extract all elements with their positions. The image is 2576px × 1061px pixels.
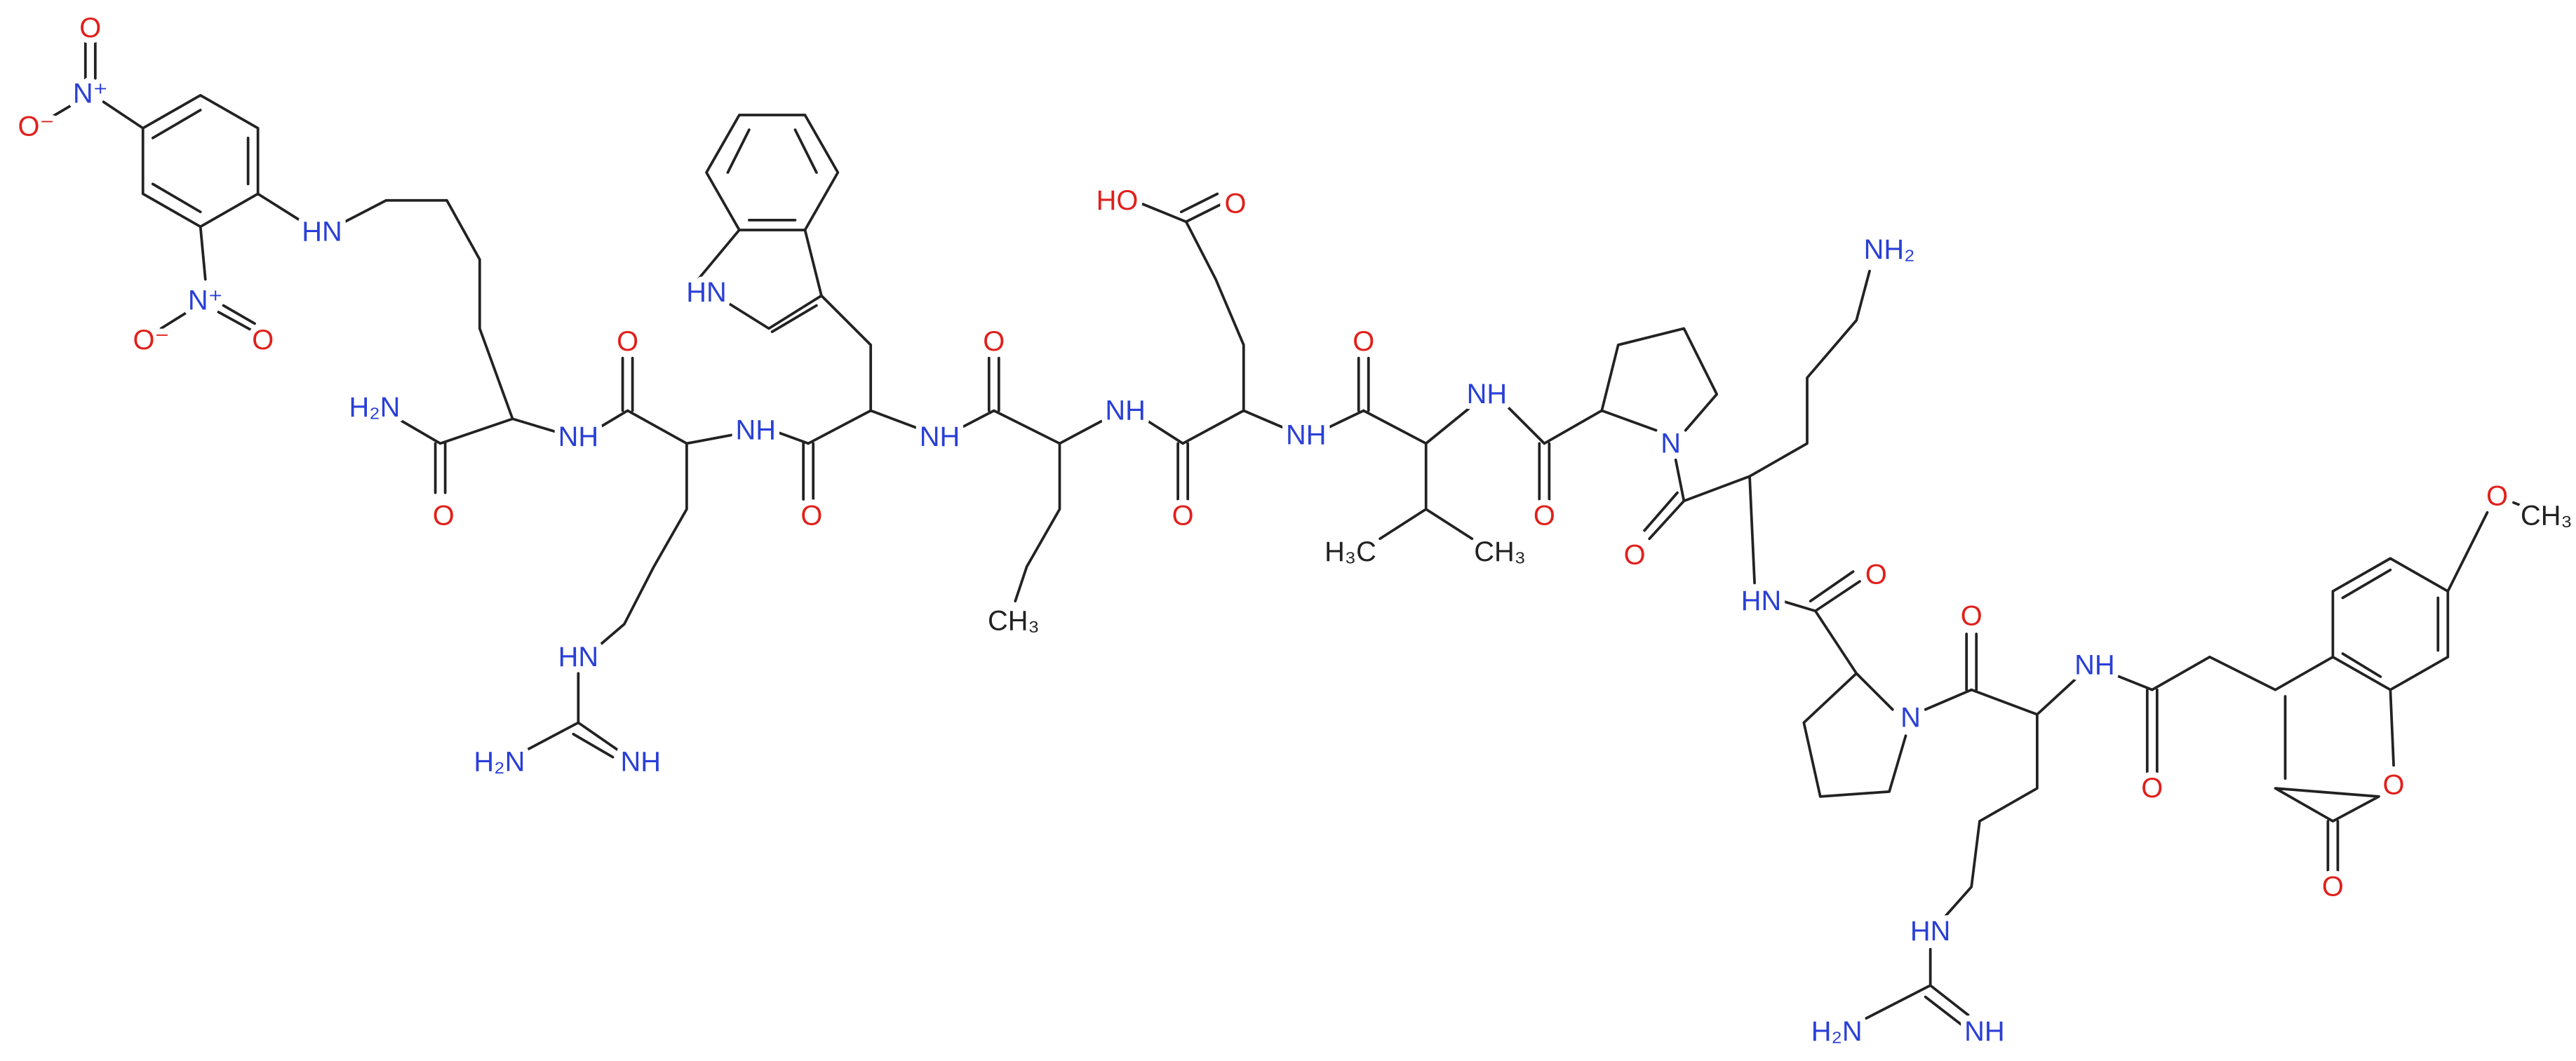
atom-label: CH₃ bbox=[2521, 500, 2572, 531]
atom-label: O⁻ bbox=[18, 111, 55, 142]
atom-label: HN bbox=[686, 277, 726, 308]
atom-label: O bbox=[617, 326, 638, 357]
atom-label: NH bbox=[1964, 1016, 2004, 1047]
atom-label: H₂N bbox=[349, 392, 400, 423]
atom-label: O bbox=[1624, 540, 1646, 571]
atom-label: NH bbox=[1105, 396, 1145, 426]
atom-label: HN bbox=[1741, 586, 1781, 616]
atom-label: N⁺ bbox=[188, 285, 223, 316]
atom-label: NH bbox=[558, 421, 598, 452]
atom-label: HN bbox=[558, 642, 598, 673]
atom-label: O bbox=[433, 500, 455, 531]
atom-label: O⁻ bbox=[133, 325, 169, 356]
atom-label: N bbox=[1900, 702, 1921, 733]
atom-label: HN bbox=[302, 216, 342, 247]
atom-label: CH₃ bbox=[1474, 536, 1526, 567]
atom-label: O bbox=[252, 325, 274, 356]
atom-label: O bbox=[800, 500, 822, 531]
atom-label: O bbox=[2322, 872, 2344, 903]
atom-label: N bbox=[1661, 428, 1681, 459]
atom-label: H₃C bbox=[1324, 536, 1376, 567]
atom-label: O bbox=[79, 13, 101, 43]
atom-label: NH bbox=[920, 421, 960, 452]
atom-label: NH bbox=[1467, 379, 1507, 410]
atom-label: NH bbox=[1286, 420, 1326, 451]
atom-label: NH bbox=[736, 415, 776, 446]
atom-label: HN bbox=[1910, 916, 1950, 947]
bonds bbox=[48, 39, 2532, 1027]
atom-label: NH₂ bbox=[1864, 234, 1915, 265]
atom-label: O bbox=[2486, 480, 2508, 511]
atom-label: NH bbox=[621, 747, 661, 778]
atom-label: O bbox=[1865, 560, 1887, 590]
atom-label: O bbox=[2383, 769, 2405, 800]
atom-label: O bbox=[1534, 500, 1555, 531]
atom-label: NH bbox=[2074, 650, 2114, 681]
atom-label: O bbox=[983, 326, 1005, 357]
atom-label: N⁺ bbox=[73, 79, 108, 109]
atom-label: H₂N bbox=[474, 747, 525, 778]
atom-label: O bbox=[2141, 773, 2163, 804]
atom-label: O bbox=[1225, 188, 1247, 219]
atom-label: HO bbox=[1096, 185, 1139, 216]
atom-label: H₂N bbox=[1811, 1016, 1863, 1047]
atom-label: CH₃ bbox=[988, 605, 1040, 636]
atom-label: O bbox=[1961, 600, 1983, 631]
atom-label: O bbox=[1172, 500, 1194, 531]
atom-label: O bbox=[1353, 326, 1374, 357]
